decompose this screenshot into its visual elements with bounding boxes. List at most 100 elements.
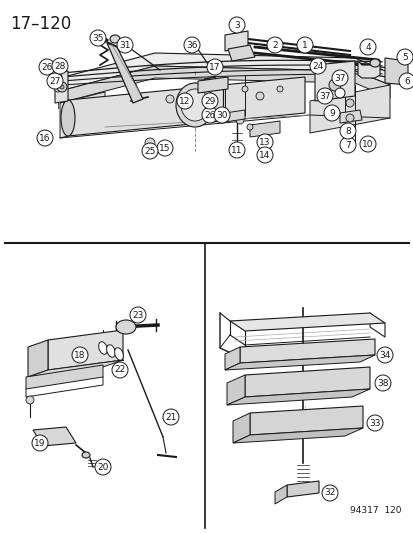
- Polygon shape: [228, 45, 254, 61]
- Polygon shape: [224, 347, 240, 370]
- Text: 5: 5: [401, 52, 407, 61]
- Circle shape: [177, 93, 192, 109]
- Text: 10: 10: [361, 140, 373, 149]
- Text: 24: 24: [312, 61, 323, 70]
- Text: 14: 14: [259, 150, 270, 159]
- Polygon shape: [224, 110, 244, 122]
- Circle shape: [112, 362, 128, 378]
- Ellipse shape: [180, 89, 209, 121]
- Polygon shape: [274, 485, 286, 504]
- Circle shape: [359, 136, 375, 152]
- Text: 30: 30: [216, 110, 227, 119]
- Ellipse shape: [187, 39, 197, 47]
- Circle shape: [202, 93, 218, 109]
- Ellipse shape: [82, 452, 90, 458]
- Circle shape: [47, 73, 63, 89]
- Text: 28: 28: [54, 61, 66, 70]
- Polygon shape: [384, 58, 407, 85]
- Circle shape: [228, 142, 244, 158]
- Ellipse shape: [114, 348, 123, 360]
- Circle shape: [95, 459, 111, 475]
- Text: 4: 4: [364, 43, 370, 52]
- Circle shape: [396, 49, 412, 65]
- Circle shape: [37, 130, 53, 146]
- Circle shape: [54, 84, 62, 92]
- Circle shape: [247, 124, 252, 130]
- Circle shape: [90, 30, 106, 46]
- Polygon shape: [309, 85, 389, 133]
- Text: 37: 37: [333, 74, 345, 83]
- Text: 36: 36: [186, 41, 197, 50]
- Circle shape: [255, 92, 263, 100]
- Circle shape: [206, 59, 223, 75]
- Circle shape: [228, 17, 244, 33]
- Circle shape: [345, 99, 353, 107]
- Text: 27: 27: [49, 77, 61, 85]
- Circle shape: [57, 82, 67, 92]
- Circle shape: [72, 347, 88, 363]
- Text: 7: 7: [344, 141, 350, 149]
- Circle shape: [39, 59, 55, 75]
- Text: 26: 26: [41, 62, 52, 71]
- Text: 33: 33: [368, 418, 380, 427]
- Text: 38: 38: [376, 378, 388, 387]
- Polygon shape: [339, 110, 361, 123]
- Circle shape: [309, 58, 325, 74]
- Polygon shape: [107, 43, 142, 103]
- Text: 20: 20: [97, 463, 109, 472]
- Circle shape: [334, 88, 344, 98]
- Text: 35: 35: [92, 34, 104, 43]
- Text: 3: 3: [234, 20, 239, 29]
- Polygon shape: [224, 355, 374, 370]
- Text: 26: 26: [204, 110, 215, 119]
- Circle shape: [54, 61, 62, 69]
- Circle shape: [339, 123, 355, 139]
- Circle shape: [26, 396, 34, 404]
- Circle shape: [374, 375, 390, 391]
- Circle shape: [54, 73, 62, 81]
- Circle shape: [52, 58, 68, 74]
- Circle shape: [345, 129, 353, 137]
- Circle shape: [242, 86, 247, 92]
- Circle shape: [145, 138, 154, 148]
- Polygon shape: [224, 31, 247, 51]
- Circle shape: [157, 140, 173, 156]
- Text: 32: 32: [323, 489, 335, 497]
- Text: 23: 23: [132, 311, 143, 319]
- Polygon shape: [28, 360, 123, 377]
- Text: 18: 18: [74, 351, 85, 359]
- Circle shape: [266, 37, 282, 53]
- Polygon shape: [55, 71, 68, 103]
- Polygon shape: [33, 427, 76, 446]
- Circle shape: [235, 116, 243, 124]
- Ellipse shape: [61, 100, 75, 136]
- Polygon shape: [233, 428, 362, 443]
- Circle shape: [256, 134, 272, 150]
- Ellipse shape: [116, 320, 136, 334]
- Polygon shape: [240, 339, 374, 363]
- Text: 34: 34: [378, 351, 390, 359]
- Circle shape: [202, 107, 218, 123]
- Circle shape: [321, 485, 337, 501]
- Text: 94317  120: 94317 120: [350, 506, 401, 515]
- Circle shape: [323, 105, 339, 121]
- Circle shape: [359, 39, 375, 55]
- Text: 9: 9: [328, 109, 334, 117]
- Polygon shape: [249, 406, 362, 435]
- Circle shape: [60, 85, 64, 89]
- Text: 17–120: 17–120: [10, 15, 71, 33]
- Polygon shape: [226, 375, 244, 405]
- Polygon shape: [26, 365, 103, 389]
- Polygon shape: [233, 413, 249, 443]
- Circle shape: [183, 37, 199, 53]
- Circle shape: [328, 79, 340, 91]
- Ellipse shape: [107, 345, 115, 357]
- Ellipse shape: [110, 35, 120, 43]
- Circle shape: [117, 37, 133, 53]
- Polygon shape: [60, 53, 389, 91]
- Polygon shape: [357, 60, 379, 78]
- Polygon shape: [286, 481, 318, 497]
- Polygon shape: [314, 61, 354, 101]
- Circle shape: [296, 37, 312, 53]
- Circle shape: [366, 415, 382, 431]
